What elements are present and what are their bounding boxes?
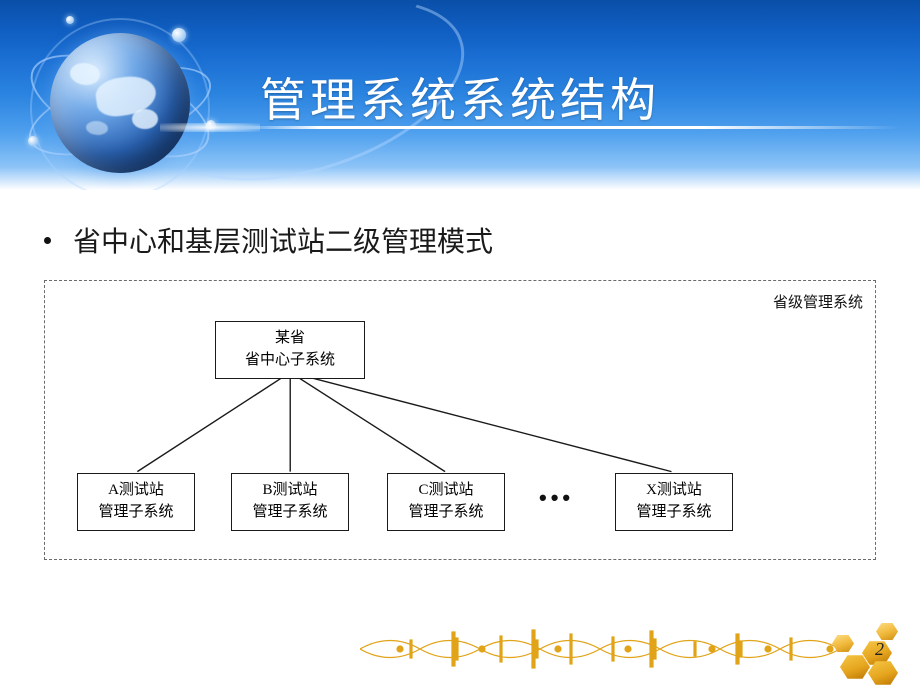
- diagram-leaf-node: C测试站 管理子系统: [387, 473, 505, 531]
- header-band: 管理系统系统结构: [0, 0, 920, 190]
- leaf-line1: A测试站: [78, 480, 194, 502]
- leaf-line2: 管理子系统: [78, 502, 194, 524]
- leaf-line2: 管理子系统: [388, 502, 504, 524]
- root-line1: 某省: [216, 328, 364, 350]
- bullet-item: 省中心和基层测试站二级管理模式: [44, 220, 876, 260]
- leaf-line2: 管理子系统: [616, 502, 732, 524]
- leaf-line1: C测试站: [388, 480, 504, 502]
- slide-title: 管理系统系统结构: [260, 64, 660, 130]
- bullet-text: 省中心和基层测试站二级管理模式: [73, 220, 493, 260]
- diagram-ellipsis: •••: [539, 485, 574, 511]
- architecture-diagram: 省级管理系统 某省 省中心子系统 A测试站 管理子系统 B测试站 管理子系统 C…: [44, 280, 876, 560]
- diagram-leaf-node: B测试站 管理子系统: [231, 473, 349, 531]
- bullet-dot-icon: [44, 237, 51, 244]
- diagram-leaf-node: X测试站 管理子系统: [615, 473, 733, 531]
- root-line2: 省中心子系统: [216, 350, 364, 372]
- leaf-line2: 管理子系统: [232, 502, 348, 524]
- slide-body: 省中心和基层测试站二级管理模式 省级管理系统 某省 省中心子系统 A测试站 管理…: [0, 190, 920, 560]
- diagram-root-node: 某省 省中心子系统: [215, 321, 365, 379]
- leaf-line1: B测试站: [232, 480, 348, 502]
- diagram-leaf-node: A测试站 管理子系统: [77, 473, 195, 531]
- hex-cluster-icon: [828, 614, 908, 684]
- page-number: 2: [875, 639, 884, 660]
- footer-soundwave: [360, 628, 850, 670]
- leaf-line1: X测试站: [616, 480, 732, 502]
- title-underline: [240, 126, 900, 129]
- diagram-outer-label: 省级管理系统: [773, 291, 863, 312]
